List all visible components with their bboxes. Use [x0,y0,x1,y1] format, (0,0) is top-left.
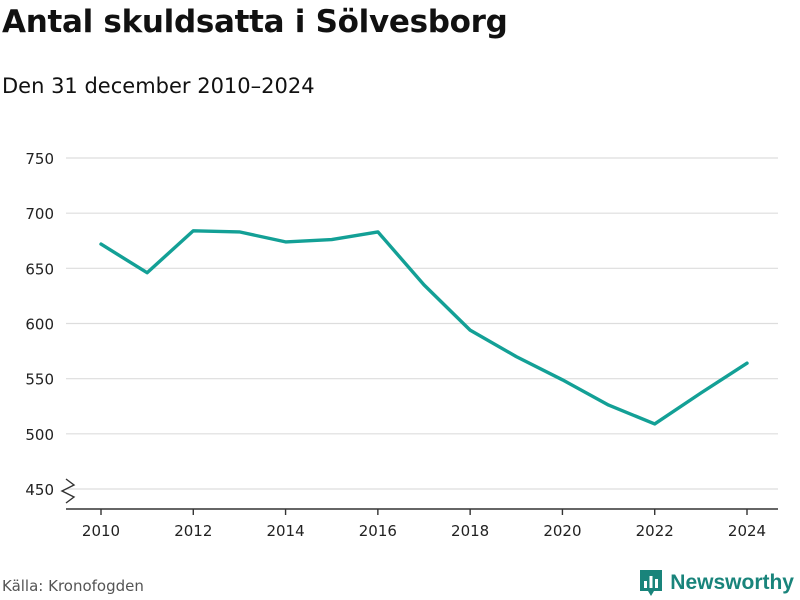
x-tick-label: 2010 [82,522,120,540]
data-point [699,391,703,395]
y-tick-label: 450 [25,481,54,499]
data-point [468,328,472,332]
chart-title: Antal skuldsatta i Sölvesborg [2,4,508,40]
data-point [514,355,518,359]
data-point [330,238,334,242]
bar-chart-logo-icon [638,568,664,598]
y-tick-label: 650 [25,260,54,278]
x-tick-label: 2024 [728,522,766,540]
y-tick-label: 750 [25,150,54,168]
brand-logo: Newsworthy [638,568,794,598]
data-point [284,240,288,244]
axis-break-icon [60,478,76,504]
x-tick-label: 2014 [266,522,304,540]
data-point [99,242,103,246]
x-tick-label: 2012 [174,522,212,540]
x-tick-label: 2022 [636,522,674,540]
data-point [745,361,749,365]
series-line [99,229,749,426]
data-point [653,422,657,426]
data-point [191,229,195,233]
source-note: Källa: Kronofogden [2,577,144,595]
data-point [376,230,380,234]
y-tick-label: 700 [25,205,54,223]
data-point [607,403,611,407]
chart-subtitle: Den 31 december 2010–2024 [2,74,315,98]
y-tick-label: 550 [25,371,54,389]
y-tick-label: 500 [25,426,54,444]
data-point [237,230,241,234]
data-point [422,283,426,287]
x-tick-label: 2018 [451,522,489,540]
brand-name: Newsworthy [670,571,794,594]
x-tick-label: 2020 [543,522,581,540]
data-series [99,229,749,426]
data-point [560,378,564,382]
gridlines [66,157,778,490]
y-tick-label: 600 [25,316,54,334]
data-point [145,271,149,275]
x-tick-label: 2016 [359,522,397,540]
axes: 450 500 550 600 650 700 750 2010 2012 2014 2016 201… [25,150,778,540]
